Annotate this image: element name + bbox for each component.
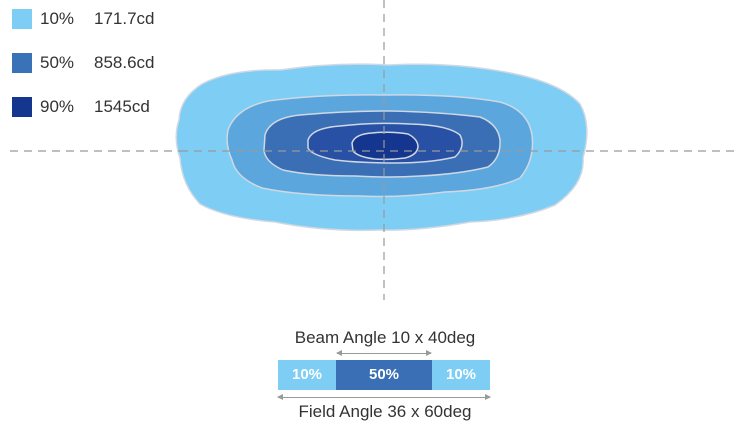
angle-bar-segment-left: 10% (278, 360, 336, 390)
legend-value: 171.7cd (94, 9, 155, 28)
legend-percent: 90% (40, 97, 75, 116)
field-angle-label: Field Angle 36 x 60deg (298, 402, 472, 421)
legend-swatch-10 (12, 9, 32, 29)
angle-bar-segment-middle: 50% (336, 360, 432, 390)
field-angle-arrow (277, 394, 491, 400)
beam-angle-label: Beam Angle 10 x 40deg (294, 328, 476, 347)
legend-value: 858.6cd (94, 53, 155, 72)
legend-swatch-50 (12, 53, 32, 73)
legend-value: 1545cd (94, 97, 150, 116)
beam-angle-arrow (336, 350, 432, 356)
angle-bar-segment-right: 10% (432, 360, 490, 390)
beam-pattern-plot (10, 0, 740, 300)
legend-percent: 50% (40, 53, 75, 72)
legend-percent: 10% (40, 9, 75, 28)
contour-90-percent (351, 131, 419, 161)
angle-bar: 10% 50% 10% (278, 360, 490, 390)
contour-group (175, 63, 588, 232)
legend-swatch-90 (12, 97, 32, 117)
